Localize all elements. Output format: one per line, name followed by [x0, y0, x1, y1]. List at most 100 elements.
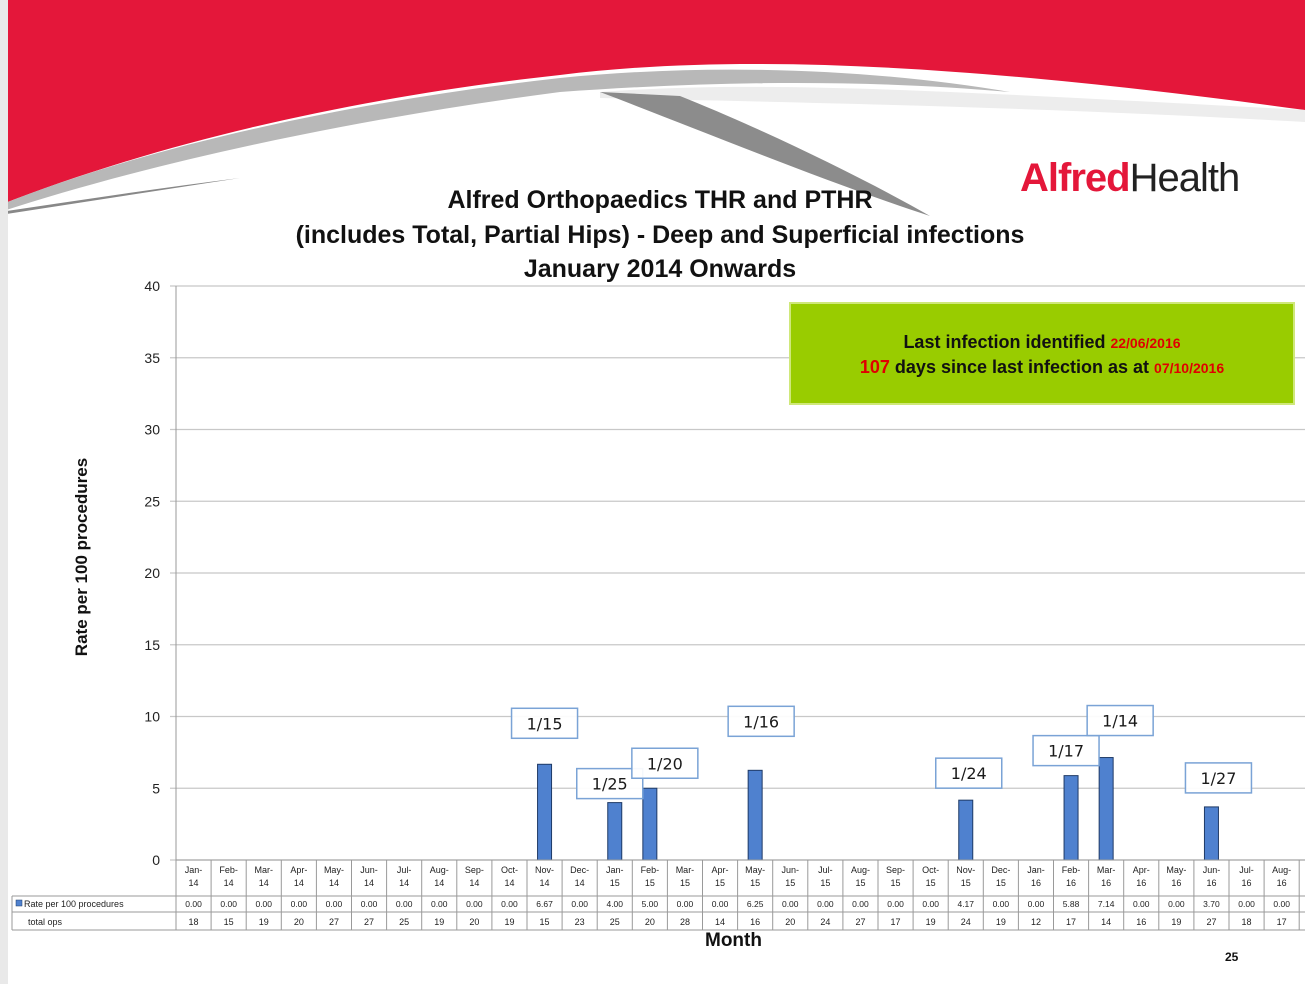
- data-label: 24: [961, 917, 971, 927]
- x-tick-label: 14: [364, 878, 374, 888]
- data-label: 18: [189, 917, 199, 927]
- bar: [958, 799, 974, 861]
- data-label: 6.25: [747, 899, 764, 909]
- bar: [747, 769, 763, 861]
- x-tick-label: Oct-: [922, 865, 939, 875]
- x-tick-label: May-: [324, 865, 344, 875]
- data-label: 28: [680, 917, 690, 927]
- bar: [1203, 806, 1219, 861]
- page-number: 25: [1225, 950, 1239, 964]
- data-label: 0.00: [1133, 899, 1150, 909]
- data-label: 20: [785, 917, 795, 927]
- annotation-box: [727, 705, 795, 738]
- data-label: 19: [1171, 917, 1181, 927]
- data-label: 0.00: [501, 899, 518, 909]
- x-tick-label: Aug-: [430, 865, 449, 875]
- annotation-label: 1/25: [592, 775, 628, 794]
- data-label: 6.67: [536, 899, 553, 909]
- x-tick-label: 15: [996, 878, 1006, 888]
- annotation-box: [1184, 762, 1253, 794]
- data-label: 14: [1101, 917, 1111, 927]
- data-label: 0.00: [677, 899, 694, 909]
- data-label: 14: [715, 917, 725, 927]
- y-tick-label: 20: [144, 565, 160, 581]
- annotation-box: [935, 757, 1003, 789]
- data-label: 0.00: [185, 899, 202, 909]
- data-label: 27: [855, 917, 865, 927]
- data-label: 5.88: [1063, 899, 1080, 909]
- x-tick-label: Nov-: [535, 865, 554, 875]
- x-tick-label: 16: [1101, 878, 1111, 888]
- last-infection-date: 22/06/2016: [1110, 335, 1181, 351]
- data-label: 19: [996, 917, 1006, 927]
- data-label: 15: [540, 917, 550, 927]
- data-label: 27: [364, 917, 374, 927]
- data-label: 0.00: [326, 899, 343, 909]
- y-tick-label: 15: [144, 637, 160, 653]
- data-label: 0.00: [782, 899, 799, 909]
- y-axis-label: Rate per 100 procedures: [72, 458, 91, 656]
- x-tick-label: Jun-: [781, 865, 799, 875]
- x-tick-label: May-: [1166, 865, 1186, 875]
- bar: [1063, 775, 1079, 861]
- as-at-date: 07/10/2016: [1154, 360, 1225, 376]
- x-tick-label: Apr-: [712, 865, 729, 875]
- x-tick-label: Feb-: [641, 865, 660, 875]
- x-tick-label: 15: [750, 878, 760, 888]
- data-label: 0.00: [1238, 899, 1255, 909]
- annotation-box: [510, 707, 579, 740]
- x-tick-label: Dec-: [991, 865, 1010, 875]
- x-tick-label: 14: [224, 878, 234, 888]
- x-tick-label: 15: [715, 878, 725, 888]
- alfred-health-logo: AlfredHealth: [1020, 156, 1240, 201]
- data-label: 0.00: [291, 899, 308, 909]
- data-label: 0.00: [887, 899, 904, 909]
- data-label: 19: [259, 917, 269, 927]
- x-tick-label: 14: [259, 878, 269, 888]
- x-tick-label: Dec-: [570, 865, 589, 875]
- x-tick-label: Nov-: [956, 865, 975, 875]
- x-tick-label: 14: [329, 878, 339, 888]
- data-label: 0.00: [466, 899, 483, 909]
- x-tick-label: Aug-: [1272, 865, 1291, 875]
- x-tick-label: Mar-: [676, 865, 695, 875]
- data-label: 3.70: [1203, 899, 1220, 909]
- data-label: 16: [750, 917, 760, 927]
- data-label: 0.00: [1028, 899, 1045, 909]
- data-label: 12: [1031, 917, 1041, 927]
- chart-title-line1: Alfred Orthopaedics THR and PTHR: [447, 186, 873, 214]
- last-infection-box: Last infection identified 22/06/2016 107…: [789, 302, 1295, 405]
- data-label: 0.00: [396, 899, 413, 909]
- x-tick-label: Jan-: [1027, 865, 1045, 875]
- x-tick-label: Feb-: [1062, 865, 1081, 875]
- x-tick-label: Jun-: [1203, 865, 1221, 875]
- data-label: 17: [891, 917, 901, 927]
- x-tick-label: 14: [434, 878, 444, 888]
- annotation-label: 1/27: [1200, 769, 1236, 788]
- y-tick-label: 25: [144, 493, 160, 509]
- chart-title-line3: January 2014 Onwards: [523, 255, 797, 283]
- days-since-text: days since last infection as at: [894, 357, 1150, 377]
- x-tick-label: 14: [399, 878, 409, 888]
- x-tick-label: 14: [540, 878, 550, 888]
- data-label: 25: [399, 917, 409, 927]
- x-tick-label: 14: [294, 878, 304, 888]
- x-tick-label: 14: [189, 878, 199, 888]
- data-label: 19: [926, 917, 936, 927]
- x-tick-label: 16: [1136, 878, 1146, 888]
- x-tick-label: Mar-: [1097, 865, 1116, 875]
- data-label: 15: [224, 917, 234, 927]
- data-label: 0.00: [361, 899, 378, 909]
- annotation-label: 1/15: [527, 714, 563, 733]
- data-label: 25: [610, 917, 620, 927]
- chart-title-line2: (includes Total, Partial Hips) - Deep an…: [295, 221, 1025, 249]
- x-tick-label: 15: [820, 878, 830, 888]
- data-label: 0.00: [922, 899, 939, 909]
- y-tick-label: 0: [152, 852, 160, 868]
- data-label: 23: [575, 917, 585, 927]
- y-tick-label: 40: [144, 278, 160, 294]
- annotation-label: 1/24: [951, 764, 987, 783]
- data-label: 17: [1066, 917, 1076, 927]
- data-label: 0.00: [1273, 899, 1290, 909]
- data-label: 24: [820, 917, 830, 927]
